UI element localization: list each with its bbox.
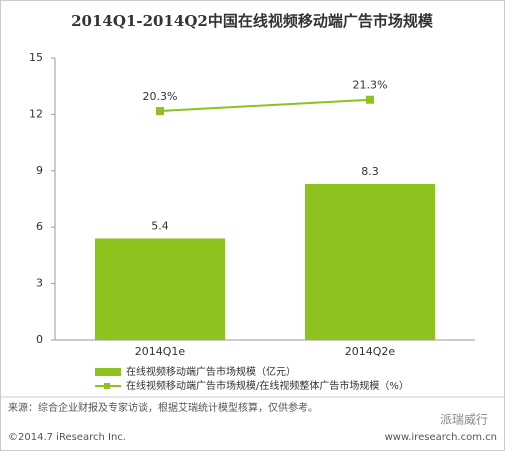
x-tick-label: 2014Q2e	[345, 345, 396, 358]
x-tick-label: 2014Q1e	[135, 345, 186, 358]
y-tick-label: 6	[36, 220, 43, 233]
data-label: 21.3%	[353, 79, 388, 92]
copyright: ©2014.7 iResearch Inc.	[8, 432, 126, 443]
y-tick-label: 0	[36, 333, 43, 346]
y-tick-label: 3	[36, 277, 43, 290]
y-tick-label: 12	[29, 107, 43, 120]
legend-swatch	[104, 383, 110, 389]
website: www.iresearch.com.cn	[385, 432, 497, 443]
marker	[156, 107, 164, 116]
source: 来源：综合企业财报及专家访谈，根据艾瑞统计模型核算，仅供参考。	[8, 401, 318, 414]
bar	[304, 183, 436, 340]
bar	[94, 238, 226, 340]
line	[159, 98, 371, 113]
data-label: 20.3%	[143, 90, 178, 103]
y-tick-label: 9	[36, 164, 43, 177]
marker	[366, 95, 374, 104]
data-label: 8.3	[361, 165, 379, 178]
data-label: 5.4	[151, 219, 169, 232]
chart-title: 2014Q1-2014Q2中国在线视频移动端广告市场规模	[71, 12, 434, 30]
legend-label: 在线视频移动端广告市场规模/在线视频整体广告市场规模（%）	[126, 379, 409, 392]
watermark: 派瑞威行	[440, 413, 488, 427]
y-tick-label: 15	[29, 51, 43, 64]
legend-swatch	[95, 368, 121, 376]
legend-label: 在线视频移动端广告市场规模（亿元）	[126, 365, 296, 378]
